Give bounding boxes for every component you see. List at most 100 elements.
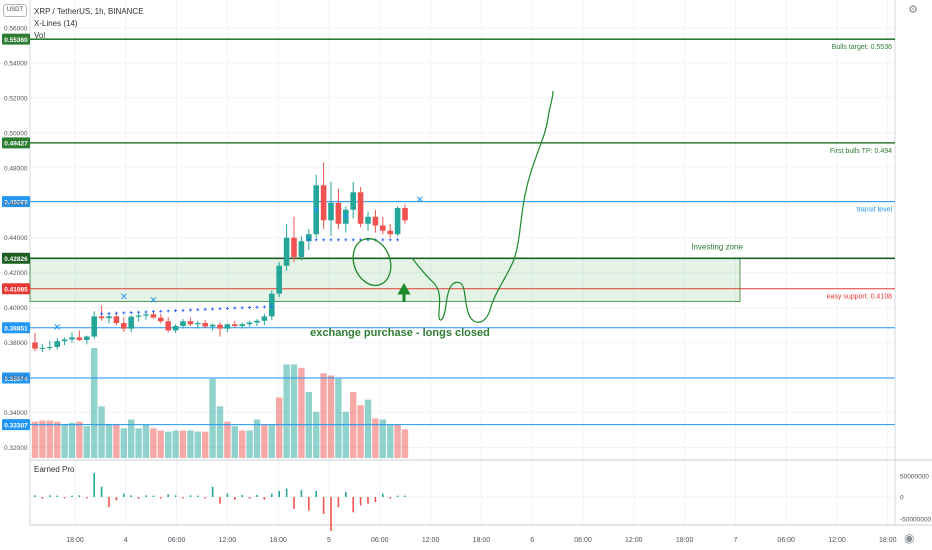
volume-bar xyxy=(327,375,335,458)
candle-body xyxy=(47,346,53,348)
volume-bar xyxy=(401,429,409,458)
level-badge-text: 0.41085 xyxy=(4,286,28,293)
earned-bar xyxy=(352,497,354,513)
settings-gear-icon[interactable]: ⚙ xyxy=(908,4,918,16)
earned-pro-title[interactable]: Earned Pro xyxy=(34,465,75,474)
y-tick-label: 0.54000 xyxy=(4,60,28,67)
y-tick-label: 0.44000 xyxy=(4,235,28,242)
volume-bar xyxy=(394,425,401,458)
indicator-vol[interactable]: Vol xyxy=(34,31,46,40)
x-tick-label: 18:00 xyxy=(879,537,897,544)
candle-body xyxy=(283,237,290,266)
volume-bar xyxy=(231,426,238,458)
xline-marker xyxy=(351,238,355,242)
xline-marker xyxy=(396,238,400,242)
xline-marker xyxy=(262,305,266,309)
earned-bar xyxy=(78,495,81,497)
earned-pro-panel: 50000000 0 -50000000 xyxy=(30,473,931,531)
xline-marker xyxy=(114,311,118,315)
earned-bar xyxy=(108,497,110,508)
candle-body xyxy=(261,316,268,321)
volume-bar xyxy=(261,425,268,458)
earned-bar xyxy=(404,495,406,497)
y-tick-label: 0.48000 xyxy=(4,165,28,172)
chart-legend: XRP / TetherUS, 1h, BINANCE X-Lines (14)… xyxy=(34,6,144,42)
xline-marker xyxy=(240,306,244,310)
y-tick-label: 0.56000 xyxy=(4,25,28,32)
earned-bar xyxy=(174,495,177,497)
volume-bar xyxy=(209,378,216,458)
candle-body xyxy=(202,323,208,327)
xline-cross xyxy=(150,296,157,303)
candle-body xyxy=(180,321,186,327)
volume-bar xyxy=(268,423,275,458)
x-tick-label: 12:00 xyxy=(625,537,643,544)
earned-bar xyxy=(285,488,288,497)
volume-bar xyxy=(142,425,150,458)
earned-bar xyxy=(271,493,273,497)
earned-bar xyxy=(93,473,95,497)
earned-bar xyxy=(145,495,147,497)
price-axis: 0.55360 0.49427 0.46069 0.42826 0.41085 0.388… xyxy=(2,25,30,452)
level-badge xyxy=(2,419,30,431)
candle-body xyxy=(224,324,231,329)
level-badge-text: 0.38851 xyxy=(4,326,28,333)
currency-button[interactable]: USDT xyxy=(3,4,27,17)
xline-marker xyxy=(233,306,237,310)
level-badge-text: 0.42826 xyxy=(4,256,28,263)
level-badge xyxy=(2,252,30,264)
candle-body xyxy=(39,347,46,349)
x-tick-label: 12:00 xyxy=(422,537,440,544)
level-badge xyxy=(2,322,30,334)
volume-bar xyxy=(342,411,349,458)
y-tick-label: 0.46000 xyxy=(4,200,28,207)
xline-marker xyxy=(322,238,326,242)
highlight-circle xyxy=(352,237,392,287)
xline-marker xyxy=(270,305,274,309)
investing-zone-label: Investing zone xyxy=(691,242,743,251)
volume-bar xyxy=(283,364,290,458)
volume-bar xyxy=(372,418,379,458)
level-badge-text: 0.55360 xyxy=(4,37,28,44)
candle-body xyxy=(394,208,401,235)
xline-marker xyxy=(381,238,385,242)
level-badge-text: 0.35974 xyxy=(4,376,28,383)
earned-bar xyxy=(71,495,73,497)
volume-bar xyxy=(128,419,135,458)
volume-bar xyxy=(61,423,68,458)
earned-bar xyxy=(100,486,103,497)
horizontal-levels xyxy=(30,38,895,426)
candle-body xyxy=(158,317,164,322)
volume-bar xyxy=(39,420,46,458)
xline-cross xyxy=(313,206,320,213)
candle-body xyxy=(143,314,149,316)
candle-body xyxy=(291,237,297,257)
earned-bar xyxy=(337,497,340,508)
investing-zone-rect xyxy=(29,257,741,302)
candle-body xyxy=(269,293,275,317)
candle-body xyxy=(76,337,83,341)
annotation-text: exchange purchase - longs closed xyxy=(310,327,490,339)
indicator-xlines[interactable]: X-Lines (14) xyxy=(34,19,78,28)
plot-background xyxy=(30,0,895,550)
volume-bar xyxy=(253,419,261,458)
xline-marker xyxy=(218,307,222,311)
volume-bar xyxy=(120,428,127,458)
earned-bar xyxy=(130,495,132,497)
xline-marker xyxy=(314,238,318,242)
volume-bar xyxy=(165,431,172,458)
volume-bar xyxy=(105,423,113,458)
earned-bar xyxy=(241,494,243,497)
x-tick-label: 4 xyxy=(124,537,128,544)
earned-bar xyxy=(374,497,377,503)
xline-marker xyxy=(329,238,333,242)
xline-marker xyxy=(100,312,104,316)
candle-body xyxy=(106,316,112,319)
volume-bar xyxy=(202,431,209,458)
x-tick-label: 06:00 xyxy=(777,537,795,544)
x-tick-label: 7 xyxy=(733,537,737,544)
volume-bar xyxy=(335,378,342,458)
earned-bar xyxy=(189,495,192,497)
xline-marker xyxy=(144,310,148,314)
